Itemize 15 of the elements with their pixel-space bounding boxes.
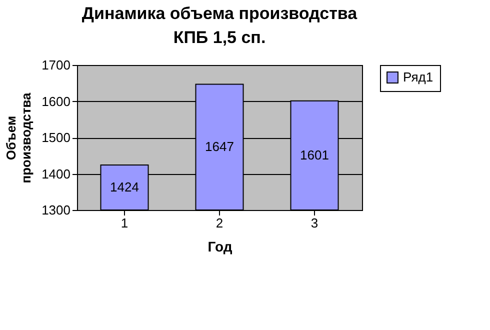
data-label: 1647 <box>205 139 234 154</box>
data-label: 1601 <box>300 147 329 162</box>
x-tick-label: 2 <box>216 216 224 230</box>
chart-title: Динамика объема производства КПБ 1,5 сп. <box>82 4 358 47</box>
y-axis-title: Объем производства <box>4 92 34 184</box>
y-tick-label: 1500 <box>42 130 70 145</box>
y-tick-label: 1600 <box>42 94 70 109</box>
y-tick-label: 1700 <box>42 58 70 72</box>
x-tick-label: 3 <box>310 216 318 230</box>
data-label: 1424 <box>110 180 139 195</box>
x-tick-label: 1 <box>120 216 128 230</box>
x-axis-title: Год <box>208 238 232 254</box>
y-tick-label: 1400 <box>42 166 70 182</box>
y-tick-label: 1300 <box>42 202 70 218</box>
legend-label: Ряд1 <box>403 70 434 84</box>
